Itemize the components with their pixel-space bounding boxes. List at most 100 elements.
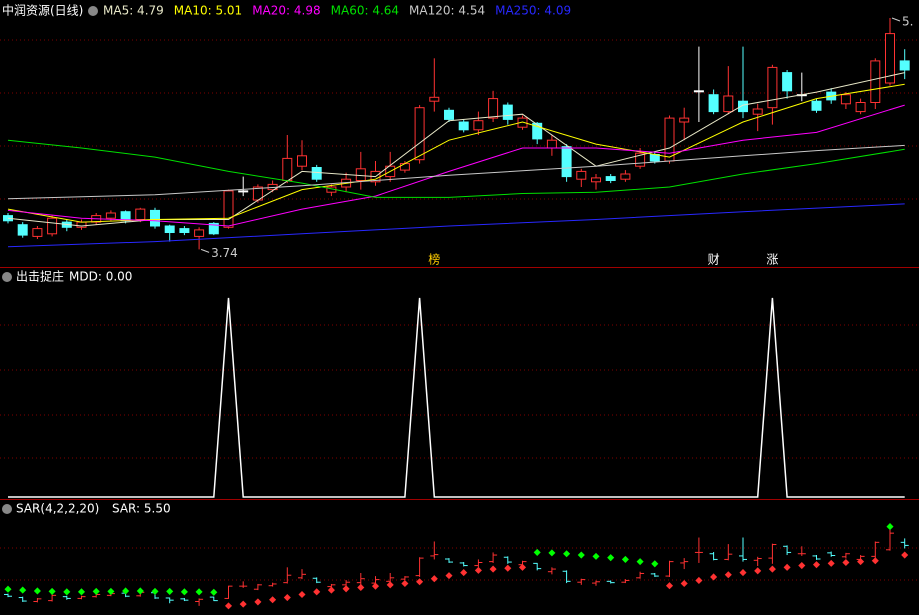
sar-dot	[460, 569, 468, 577]
candle-body	[164, 225, 175, 233]
candle-body	[767, 66, 778, 109]
sar-dot	[871, 557, 879, 565]
menu-icon[interactable]	[2, 504, 12, 514]
sar-dot	[886, 523, 894, 531]
sar-dot	[724, 571, 732, 579]
candle-body	[620, 173, 631, 180]
sar-dot	[63, 588, 71, 596]
sar-dot	[607, 554, 615, 562]
sar-dot	[827, 559, 835, 567]
sar-dot	[710, 573, 718, 581]
sar-dot	[857, 558, 865, 566]
candle-body	[605, 176, 616, 182]
legend-entry: MA250: 4.09	[495, 4, 571, 18]
candle-body	[840, 94, 851, 105]
chart-title: 中润资源(日线)	[2, 3, 83, 18]
sar-dot	[33, 587, 41, 595]
annotation-arrow	[891, 17, 901, 22]
legend-entry: MA60: 4.64	[331, 4, 399, 18]
sar-dot	[474, 566, 482, 574]
legend-entry: MA10: 5.01	[174, 4, 242, 18]
candle-body	[752, 108, 763, 115]
sar-dot	[577, 551, 585, 559]
sar-dot	[445, 572, 453, 580]
sar-dot	[504, 564, 512, 572]
candle-body	[679, 117, 690, 123]
sar-dot	[180, 588, 188, 596]
sar-title: SAR(4,2,2,20)	[16, 502, 99, 516]
sar-dot	[533, 548, 541, 556]
annotation: 5.	[902, 15, 913, 29]
candle-body	[399, 163, 410, 171]
sar-dot	[371, 582, 380, 590]
sar-dot	[430, 575, 438, 583]
candle-body	[708, 94, 719, 113]
sar-dot	[401, 579, 409, 588]
sar-dot	[665, 582, 674, 590]
sar-dot	[592, 552, 600, 560]
sar-dot	[195, 588, 203, 596]
sar-dot	[739, 569, 747, 577]
indicator-title: 出击捉庄	[16, 269, 64, 284]
ma-line	[7, 139, 905, 198]
sar-dot	[136, 587, 144, 595]
sar-dot	[254, 598, 262, 606]
candle-body	[885, 33, 895, 84]
candle-body	[738, 100, 748, 113]
candle-body	[194, 229, 205, 237]
candle-body	[429, 96, 440, 102]
indicator-label: MDD: 0.00	[69, 270, 132, 284]
sar-dot	[48, 587, 56, 595]
event-marker: 涨	[766, 252, 778, 267]
sar-dot	[548, 549, 556, 557]
candle-body	[532, 122, 543, 140]
sar-dot	[107, 587, 115, 595]
event-marker: 财	[708, 253, 720, 267]
candle-body	[282, 157, 293, 181]
legend-entry: MA5: 4.79	[103, 4, 164, 18]
candle-body	[576, 170, 587, 180]
menu-icon[interactable]	[2, 272, 12, 282]
candle-body	[664, 117, 675, 162]
candle-body	[561, 146, 572, 178]
sar-dot	[166, 587, 174, 595]
sar-dot	[283, 594, 291, 602]
sar-dot	[386, 581, 394, 589]
sar-dot	[489, 565, 497, 573]
candle-body	[855, 102, 866, 113]
sar-dot	[298, 590, 306, 599]
candle-body	[458, 121, 469, 131]
sar-dot	[313, 588, 321, 596]
sar-dot	[695, 576, 703, 584]
sar-dot	[151, 587, 159, 595]
sar-label: SAR: 5.50	[112, 502, 171, 516]
ma-line	[7, 104, 905, 227]
candle-body	[105, 212, 116, 219]
sar-dot	[4, 585, 12, 593]
candle-body	[870, 60, 881, 103]
candle-body	[47, 217, 58, 235]
sar-dot	[798, 562, 806, 570]
sar-dot	[754, 567, 762, 575]
candle-body	[135, 208, 146, 221]
ma-line	[7, 83, 905, 223]
candle-body	[311, 167, 322, 180]
sar-dot	[210, 588, 218, 596]
legend-entry: MA20: 4.98	[252, 4, 320, 18]
legend-entry: MA120: 4.54	[409, 4, 485, 18]
sar-dot	[842, 558, 850, 567]
candle-body	[635, 152, 646, 167]
menu-icon[interactable]	[88, 6, 98, 16]
candle-body	[17, 224, 28, 236]
annotation-arrow	[200, 248, 210, 253]
annotation: 3.74	[211, 246, 238, 260]
candle-body	[76, 221, 87, 228]
candle-body	[297, 155, 307, 167]
indicator-line	[8, 297, 905, 498]
sar-dot	[563, 550, 571, 558]
candle-body	[238, 190, 249, 193]
sar-dot	[77, 588, 86, 596]
candle-body	[591, 177, 601, 183]
